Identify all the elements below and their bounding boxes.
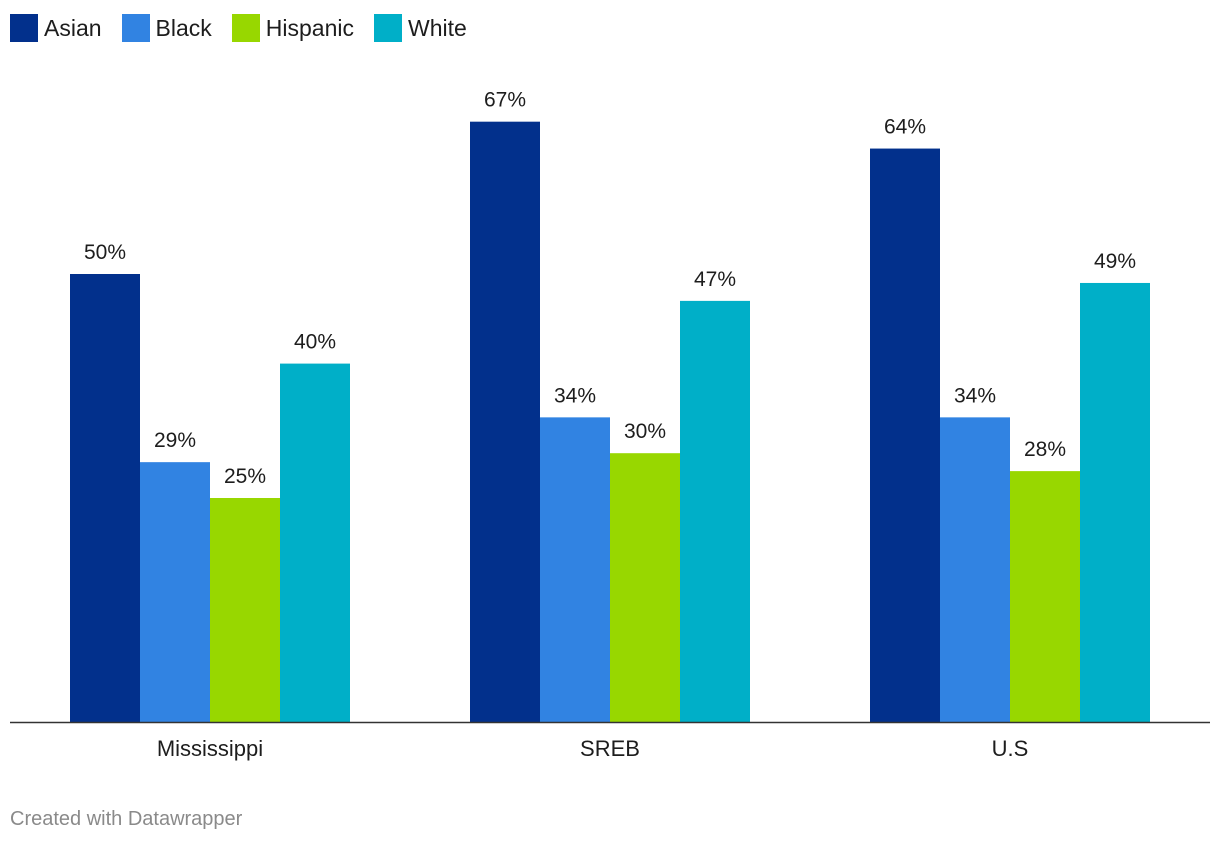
bar <box>870 148 940 722</box>
legend-label: Black <box>155 15 212 41</box>
bar <box>680 300 750 722</box>
legend-swatch <box>231 14 260 42</box>
x-tick-label: Mississippi <box>157 736 263 761</box>
legend-item: White <box>374 14 467 42</box>
legend: Asian Black Hispanic White <box>10 12 487 44</box>
bar <box>940 417 1010 722</box>
legend-label: White <box>408 15 467 41</box>
bar <box>70 274 140 722</box>
data-label: 34% <box>954 384 996 407</box>
bar <box>540 417 610 722</box>
legend-item: Asian <box>10 14 102 42</box>
data-label: 67% <box>484 89 526 112</box>
legend-label: Asian <box>44 15 102 41</box>
data-label: 47% <box>694 268 736 291</box>
legend-swatch <box>374 14 403 42</box>
data-label: 29% <box>154 429 196 452</box>
bar <box>1080 282 1150 722</box>
legend-label: Hispanic <box>265 15 355 41</box>
bar <box>470 121 540 723</box>
legend-swatch <box>10 14 38 42</box>
bar <box>610 453 680 722</box>
data-label: 40% <box>294 331 336 354</box>
credit-text: Created with Datawrapper <box>10 808 243 830</box>
data-label: 30% <box>624 420 666 443</box>
data-label: 28% <box>1024 438 1066 461</box>
data-label: 50% <box>84 241 126 264</box>
bar <box>280 363 350 722</box>
x-tick-label: U.S <box>992 736 1029 761</box>
data-label: 49% <box>1094 250 1136 273</box>
x-tick-label: SREB <box>580 736 640 761</box>
legend-item: Black <box>121 14 212 42</box>
bar <box>140 462 210 722</box>
legend-item: Hispanic <box>231 14 355 42</box>
bar <box>1010 471 1080 722</box>
bar <box>210 498 280 722</box>
data-label: 64% <box>884 116 926 139</box>
data-label: 34% <box>554 384 596 407</box>
data-label: 25% <box>224 465 266 488</box>
legend-swatch <box>121 14 150 42</box>
